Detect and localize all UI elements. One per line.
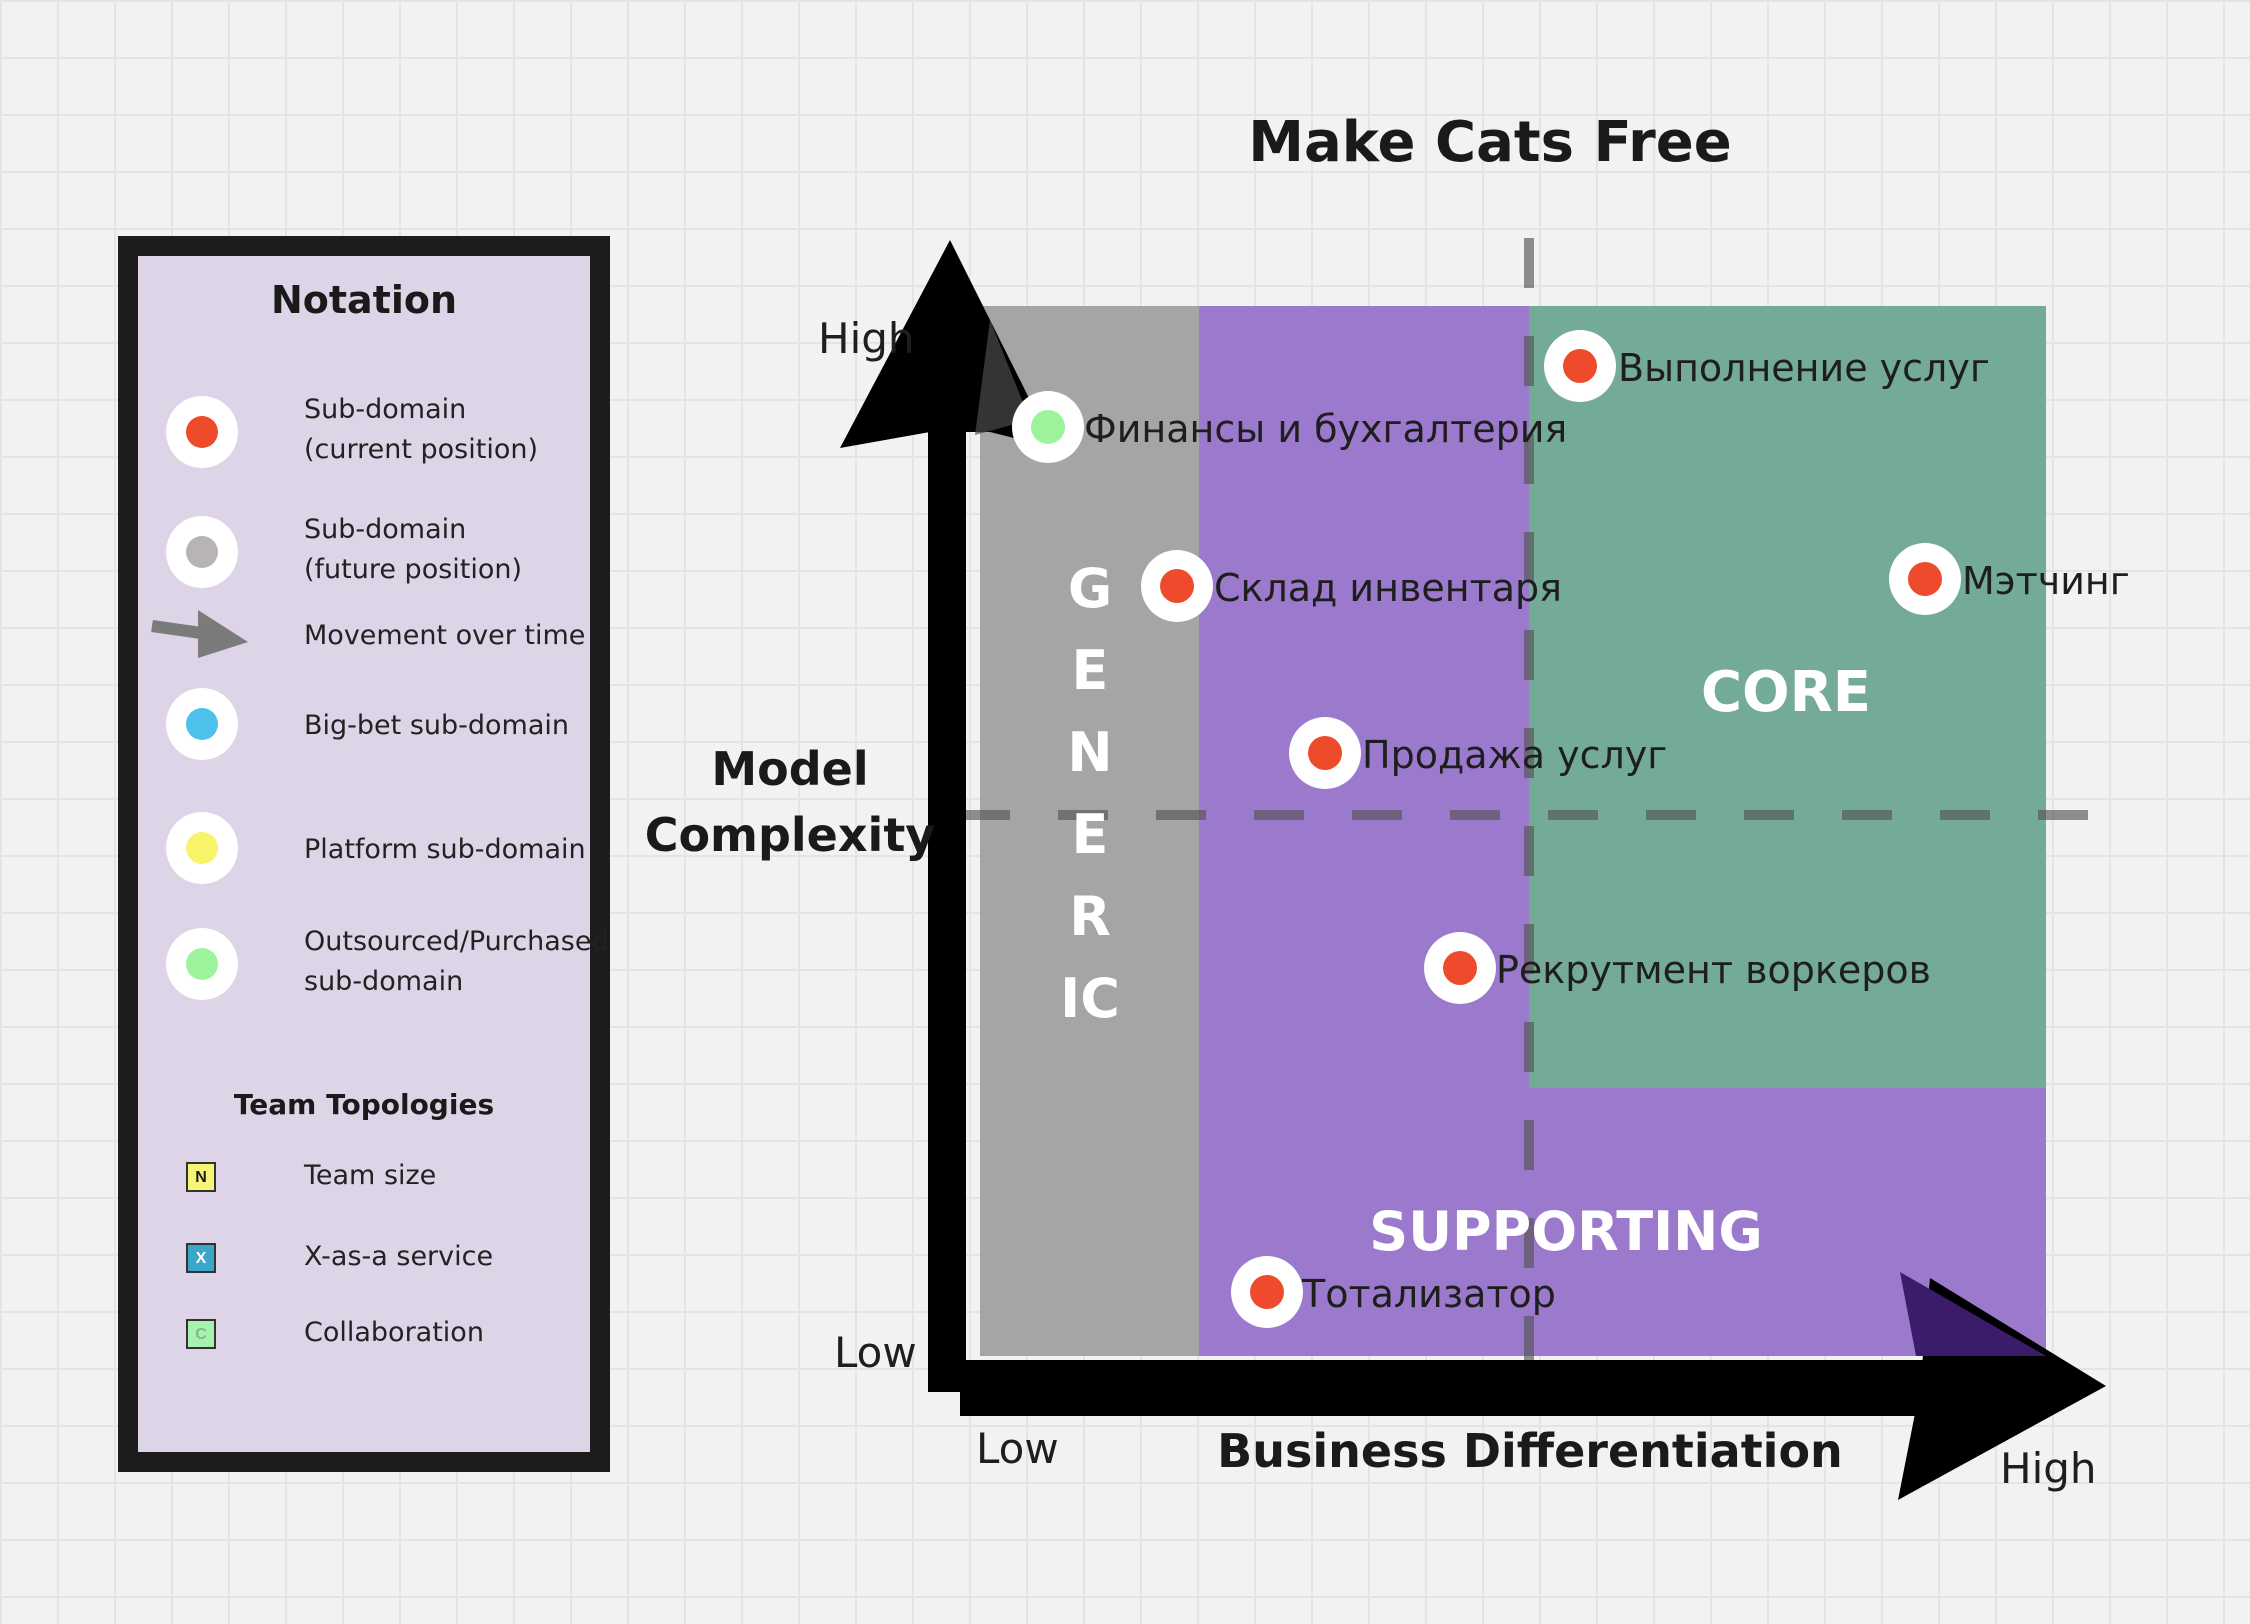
subdomain-marker: [1544, 330, 1616, 402]
collaboration-icon: C: [186, 1319, 216, 1349]
x-as-a-service-icon: X: [186, 1243, 216, 1273]
team-topologies-title: Team Topologies: [233, 1088, 495, 1121]
generic-region: [980, 306, 1199, 1356]
legend-title: Notation: [270, 278, 458, 322]
legend-item-label: Team size: [304, 1160, 437, 1191]
chart-title: Make Cats Free: [1248, 110, 1732, 175]
legend-item-label: Collaboration: [304, 1317, 484, 1348]
legend-platform-icon: [166, 812, 238, 884]
dot-fill: [1250, 1275, 1284, 1309]
legend-item-label-line1: Sub-domain: [304, 514, 467, 545]
subdomain-marker: [1424, 932, 1496, 1004]
legend-item-label: Sub-domain (current position): [304, 390, 538, 470]
dot-fill: [186, 948, 218, 980]
dot-fill: [1160, 569, 1194, 603]
legend-item-label: Platform sub-domain: [304, 834, 586, 865]
y-axis-high-label: High: [818, 314, 915, 363]
x-axis-title: Business Differentiation: [1217, 1424, 1843, 1478]
legend-item-label: Movement over time: [304, 620, 586, 651]
dot-fill: [186, 536, 218, 568]
movement-arrow-icon: [151, 610, 248, 658]
legend-item-label-line2: sub-domain: [304, 966, 464, 997]
x-axis-high-label: High: [2000, 1444, 2097, 1493]
core-region: [1529, 306, 2046, 1088]
y-axis-low-label: Low: [834, 1328, 917, 1377]
legend-item-label: X-as-a service: [304, 1241, 494, 1272]
dot-fill: [1031, 410, 1065, 444]
subdomain-marker: [1231, 1256, 1303, 1328]
core-label: CORE: [1700, 660, 1872, 725]
team-size-icon: N: [186, 1162, 216, 1192]
subdomain-marker: [1289, 717, 1361, 789]
y-axis-title-line1: Model: [711, 742, 869, 796]
subdomain-label: Выполнение услуг: [1618, 346, 1990, 390]
legend-outsourced-icon: [166, 928, 238, 1000]
generic-label: GENERIC: [1060, 557, 1120, 1030]
legend-item-label-line1: Sub-domain: [304, 394, 467, 425]
dot-fill: [1308, 736, 1342, 770]
subdomain-label: Тотализатор: [1302, 1272, 1556, 1316]
subdomain-label: Продажа услуг: [1362, 733, 1668, 777]
y-axis-title: Model Complexity: [640, 736, 940, 868]
legend-item-label-line2: (future position): [304, 554, 523, 585]
dot-fill: [186, 416, 218, 448]
subdomain-marker: [1012, 391, 1084, 463]
legend-big-bet-icon: [166, 688, 238, 760]
subdomain-marker: [1889, 543, 1961, 615]
y-axis-title-line2: Complexity: [644, 808, 936, 862]
dot-fill: [186, 832, 218, 864]
legend-item-label: Big-bet sub-domain: [304, 710, 570, 741]
x-axis-low-label: Low: [976, 1424, 1059, 1473]
subdomain-label: Склад инвентаря: [1214, 566, 1562, 610]
subdomain-label: Мэтчинг: [1962, 559, 2130, 603]
dot-fill: [186, 708, 218, 740]
legend-item-label-line1: Outsourced/Purchased: [304, 926, 609, 957]
supporting-label: SUPPORTING: [1369, 1200, 1763, 1263]
subdomain-marker: [1141, 550, 1213, 622]
legend-item-label: Sub-domain (future position): [304, 510, 522, 590]
dot-fill: [1443, 951, 1477, 985]
dot-fill: [1908, 562, 1942, 596]
legend-item-label: Outsourced/Purchased sub-domain: [304, 922, 609, 1002]
legend-current-subdomain-icon: [166, 396, 238, 468]
legend-panel: Notation Sub-domain (current position) S…: [118, 236, 610, 1472]
dot-fill: [1563, 349, 1597, 383]
legend-future-subdomain-icon: [166, 516, 238, 588]
legend-item-label-line2: (current position): [304, 434, 538, 465]
subdomain-label: Рекрутмент воркеров: [1496, 948, 1931, 992]
subdomain-label: Финансы и бухгалтерия: [1084, 407, 1568, 451]
